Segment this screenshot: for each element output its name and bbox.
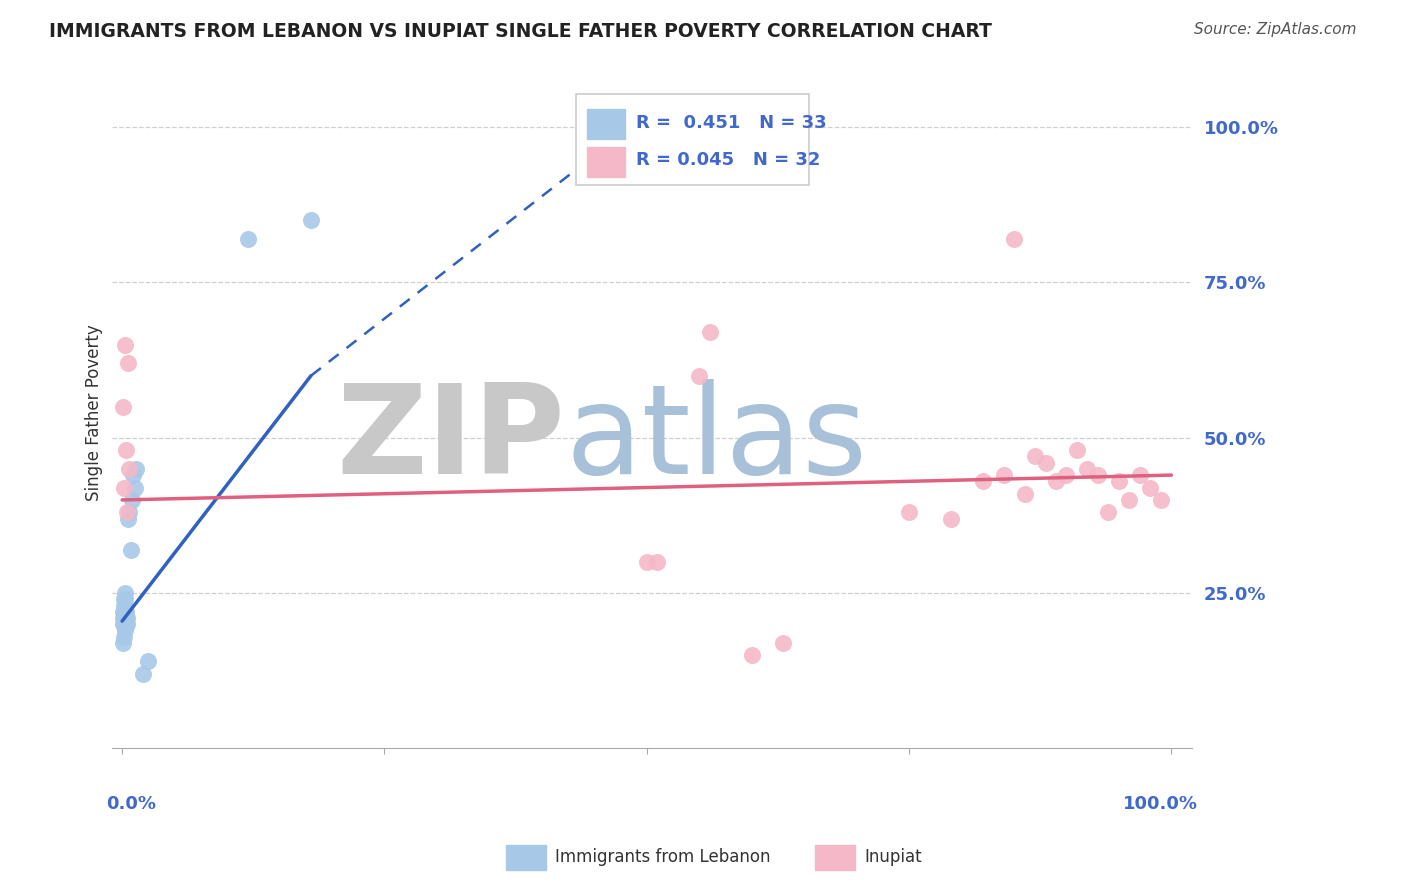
Point [112,481,135,495]
Point [114,605,136,619]
Point [114,611,136,625]
FancyBboxPatch shape [588,109,626,139]
Text: Inupiat: Inupiat [865,848,922,866]
Point [1024,450,1046,464]
Point [124,481,146,495]
Point [121,468,143,483]
Point [112,611,135,625]
Point [112,611,135,625]
Text: atlas: atlas [565,379,868,500]
Text: 0.0%: 0.0% [107,796,156,814]
Point [114,624,136,638]
Point [112,636,135,650]
Point [1097,505,1119,519]
Text: Immigrants from Lebanon: Immigrants from Lebanon [555,848,770,866]
Point [117,505,139,519]
Point [1108,475,1130,489]
Point [115,617,138,632]
Point [741,648,763,663]
Point [114,586,136,600]
Point [772,636,794,650]
Text: R =  0.451   N = 33: R = 0.451 N = 33 [636,114,827,132]
Point [1087,468,1109,483]
Text: 100.0%: 100.0% [1123,796,1198,814]
FancyBboxPatch shape [588,146,626,177]
Point [118,505,141,519]
Point [118,462,141,476]
Point [138,655,160,669]
Point [117,611,139,625]
Text: R = 0.045   N = 32: R = 0.045 N = 32 [636,152,820,169]
Point [1118,492,1140,507]
Point [120,542,142,557]
Point [236,232,259,246]
Point [688,368,710,383]
Point [1139,481,1161,495]
Point [114,337,136,351]
Point [993,468,1015,483]
Point [121,492,143,507]
Point [125,462,148,476]
Point [112,400,135,414]
Point [939,511,962,525]
Point [132,667,155,681]
Point [115,443,138,458]
Point [1076,462,1098,476]
Point [114,592,136,607]
Point [699,325,721,339]
Point [1045,475,1067,489]
Point [112,617,135,632]
Point [898,505,921,519]
Point [299,213,322,227]
Point [112,617,135,632]
Point [636,555,658,569]
Point [112,630,135,644]
Text: Source: ZipAtlas.com: Source: ZipAtlas.com [1194,22,1357,37]
Point [1014,487,1036,501]
Point [114,617,136,632]
Point [115,611,138,625]
Point [112,592,135,607]
Point [114,599,136,613]
Point [115,605,138,619]
Text: ZIP: ZIP [337,379,565,500]
Point [1129,468,1152,483]
Point [1150,492,1173,507]
Point [645,555,668,569]
Point [117,356,139,370]
Point [112,605,135,619]
Point [972,475,994,489]
FancyBboxPatch shape [576,95,808,185]
Y-axis label: Single Father Poverty: Single Father Poverty [86,325,103,501]
Point [1002,232,1025,246]
Point [112,605,135,619]
Point [1056,468,1078,483]
Text: IMMIGRANTS FROM LEBANON VS INUPIAT SINGLE FATHER POVERTY CORRELATION CHART: IMMIGRANTS FROM LEBANON VS INUPIAT SINGL… [49,22,993,41]
Point [112,599,135,613]
Point [117,617,139,632]
Point [1035,456,1057,470]
Point [117,511,139,525]
Point [1066,443,1088,458]
